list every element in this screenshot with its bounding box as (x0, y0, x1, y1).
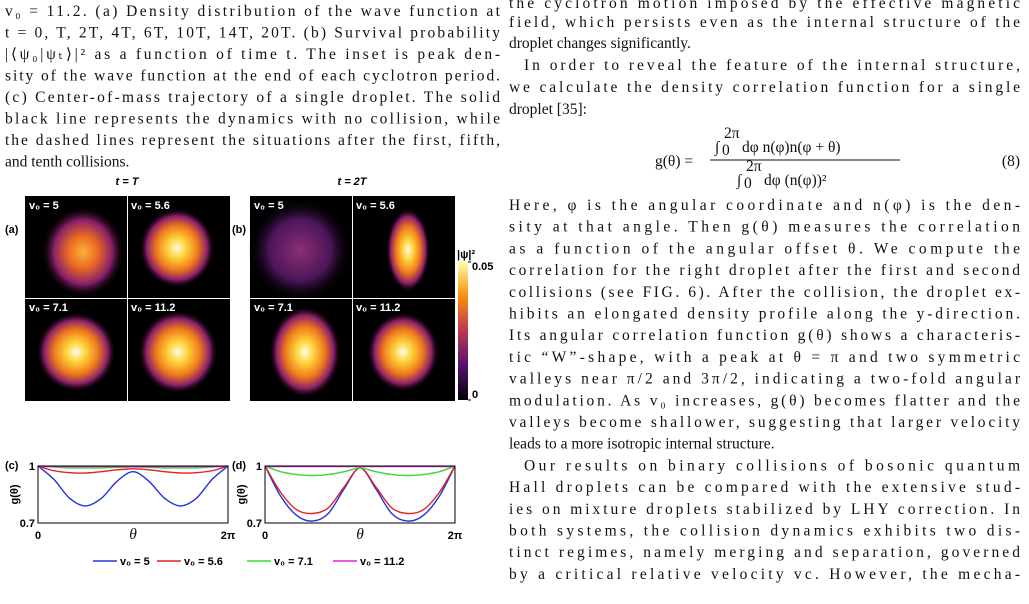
body-line: hibits an elongated density profile alon… (509, 306, 1020, 323)
plot-frame (37, 465, 229, 524)
equation-lhs: g(θ) = (655, 153, 693, 170)
body-line: valleys become shallower, suggesting tha… (509, 414, 1020, 431)
body-line: Here, φ is the angular coordinate and n(… (509, 197, 1020, 214)
denominator: dφ (n(φ))² (764, 172, 827, 189)
caption-line: v₀ = 11.2. (a) Density distribution of t… (5, 3, 501, 20)
panel-title: t = T (116, 176, 140, 188)
y-axis-label: g(θ) (236, 484, 248, 504)
density-blob (139, 208, 215, 288)
x-tick-label: 2π (448, 530, 463, 542)
body-line: we calculate the density correlation fun… (509, 79, 1020, 96)
body-line: collisions (see FIG. 6). After the colli… (509, 284, 1020, 301)
panel-label: (a) (5, 224, 19, 236)
cell-label: v₀ = 5 (29, 200, 59, 212)
y-tick-label: 0.7 (20, 518, 35, 530)
plot-frame (264, 465, 456, 524)
legend-label: v₀ = 5.6 (184, 556, 223, 568)
body-line: modulation. As v₀ increases, g(θ) become… (509, 392, 1020, 409)
caption-line: and tenth collisions. (5, 154, 129, 171)
series-line (265, 465, 455, 477)
series-line (38, 465, 228, 507)
cell-label: v₀ = 5 (254, 200, 284, 212)
body-line: as a function of the angular offset θ. W… (509, 240, 1020, 257)
caption-line: |⟨ψ₀|ψₜ⟩|² as a function of time t. The … (5, 46, 500, 63)
cell-label: v₀ = 7.1 (254, 302, 293, 314)
density-blob (386, 208, 430, 292)
x-tick-label: 0 (262, 530, 268, 542)
body-line: droplet changes significantly. (509, 35, 691, 52)
colorbar-label: |ψ|² (457, 249, 475, 261)
cell-label: v₀ = 5.6 (356, 200, 395, 212)
body-line: sity at that angle. Then g(θ) measures t… (509, 219, 1020, 236)
equation-number: (8) (1002, 153, 1020, 170)
body-line: the cyclotron motion imposed by the effe… (509, 0, 1020, 12)
series-line (265, 465, 455, 515)
density-blob (367, 312, 439, 392)
integral-sign: ∫ (714, 139, 721, 156)
legend-label: v₀ = 7.1 (274, 556, 313, 568)
body-line: Its angular correlation function g(θ) sh… (509, 327, 1020, 344)
body-line: valleys near π/2 and 3π/2, indicating a … (509, 371, 1021, 388)
x-axis-label: θ (129, 526, 137, 543)
body-line: correlation for the right droplet after … (509, 262, 1020, 279)
x-tick-label: 2π (221, 530, 236, 542)
colorbar-tick-label: 0.05 (472, 261, 493, 273)
body-line: field, which persists even as the intern… (509, 14, 1020, 31)
panel-label: (b) (232, 224, 246, 236)
integral-upper: 2π (724, 125, 740, 142)
cell-label: v₀ = 7.1 (29, 302, 68, 314)
legend-label: v₀ = 5 (120, 556, 150, 568)
y-tick-label: 1 (256, 461, 262, 473)
caption-line: (c) Center-of-mass trajectory of a singl… (5, 89, 500, 106)
integral-sign: ∫ (736, 172, 743, 189)
series-line (38, 465, 228, 474)
body-line: In order to reveal the feature of the in… (524, 57, 1020, 74)
body-line: Hall droplets can be compared with the e… (509, 479, 1020, 496)
panel-label: (d) (232, 460, 246, 472)
body-line: leads to a more isotropic internal struc… (509, 436, 775, 453)
caption-line: sity of the wave function at the end of … (5, 68, 500, 85)
density-blob (41, 206, 125, 298)
body-line: both systems, the collision dynamics exh… (509, 523, 1020, 540)
y-tick-label: 0.7 (247, 518, 262, 530)
body-line: tinct regimes, namely merging and separa… (509, 544, 1020, 561)
density-blob (138, 310, 218, 394)
cell-label: v₀ = 11.2 (356, 302, 400, 314)
body-line: droplet [35]: (509, 101, 587, 118)
caption-line: black line represents the dynamics with … (5, 111, 500, 128)
colorbar-tick-label: 0 (472, 389, 478, 401)
body-line: tic “W”-shape, with a peak at θ = π and … (509, 349, 1020, 366)
integral-lower: 0 (722, 142, 730, 159)
panel-label: (c) (5, 460, 19, 472)
y-axis-label: g(θ) (9, 484, 21, 504)
panel-title: t = 2T (337, 176, 367, 188)
x-tick-label: 0 (35, 530, 41, 542)
density-blob (248, 198, 352, 302)
caption-line: the dashed lines represent the situation… (5, 132, 500, 149)
y-tick-label: 1 (29, 461, 35, 473)
colorbar (458, 262, 468, 400)
legend-label: v₀ = 11.2 (360, 556, 404, 568)
x-axis-label: θ (356, 526, 364, 543)
body-line: Our results on binary collisions of boso… (524, 457, 1020, 474)
numerator: dφ n(φ)n(φ + θ) (742, 139, 841, 156)
density-blob (36, 312, 116, 392)
density-blob (269, 306, 341, 398)
cell-label: v₀ = 5.6 (131, 200, 170, 212)
caption-line: t = 0, T, 2T, 4T, 6T, 10T, 14T, 20T. (b)… (5, 25, 500, 42)
integral-upper: 2π (746, 158, 762, 175)
cell-label: v₀ = 11.2 (131, 302, 175, 314)
body-line: by a critical relative velocity vc. Howe… (509, 566, 1020, 583)
heatmaps (25, 196, 468, 401)
integral-lower: 0 (744, 175, 752, 192)
body-line: ies on mixture droplets stabilized by LH… (509, 501, 1020, 518)
